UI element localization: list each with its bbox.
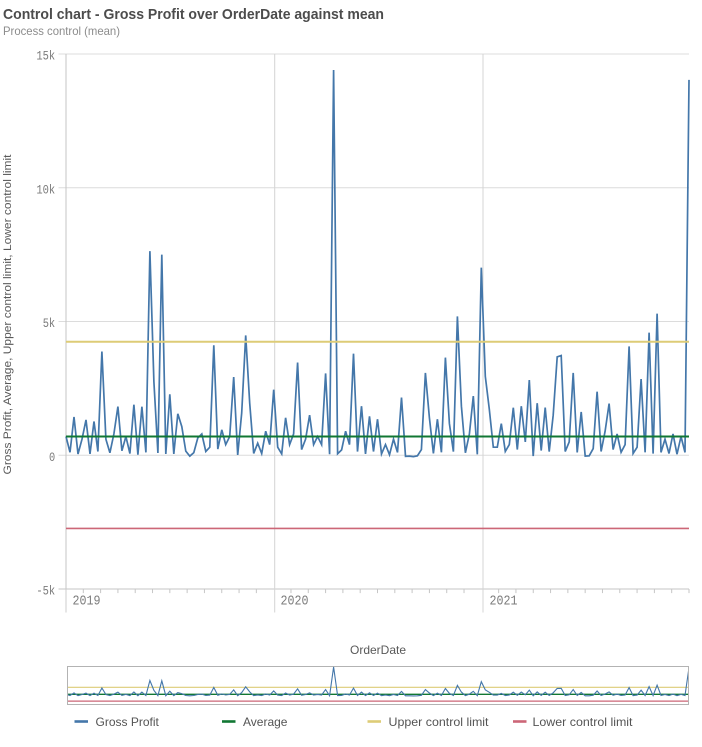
svg-text:2019: 2019 [73,594,101,610]
svg-text:5k: 5k [43,316,56,331]
svg-text:0: 0 [49,450,55,465]
svg-text:10k: 10k [36,182,55,197]
svg-text:Gross Profit, Average, Upper c: Gross Profit, Average, Upper control lim… [2,155,14,475]
svg-text:Upper control limit: Upper control limit [389,715,490,729]
svg-text:Control chart - Gross Profit o: Control chart - Gross Profit over OrderD… [3,6,384,23]
svg-text:Lower control limit: Lower control limit [533,715,634,729]
svg-text:2021: 2021 [490,594,518,610]
svg-text:-5k: -5k [36,584,55,599]
svg-text:Average: Average [243,715,288,729]
svg-text:Process control (mean): Process control (mean) [3,24,120,38]
svg-text:15k: 15k [36,49,55,64]
svg-text:Gross Profit: Gross Profit [96,715,160,729]
svg-text:OrderDate: OrderDate [350,643,406,657]
svg-text:2020: 2020 [281,594,309,610]
